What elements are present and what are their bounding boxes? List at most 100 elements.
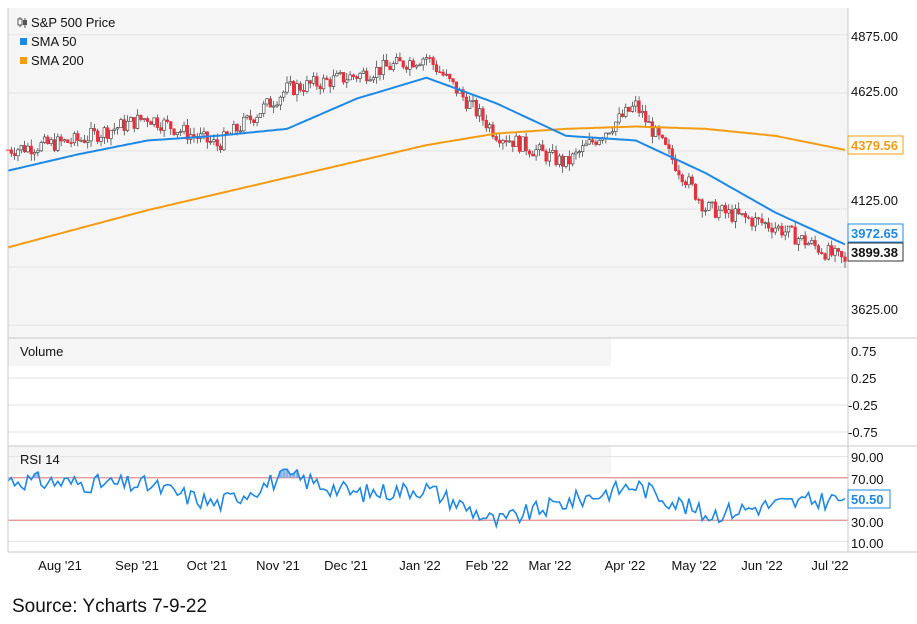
candle-body: [19, 145, 23, 151]
candle-body: [683, 181, 688, 186]
candle-body: [747, 216, 751, 219]
candlestick-series: [6, 52, 847, 268]
month-label: Jun '22: [741, 558, 783, 573]
candle-body: [507, 140, 512, 143]
candle-body: [135, 114, 140, 129]
candle-body: [89, 128, 93, 142]
rsi-panel-title: RSI 14: [20, 452, 60, 467]
rsi-axis-ticks: 90.00 70.00 30.00 10.00: [851, 450, 884, 551]
sma200-line: [7, 125, 846, 249]
candle-body: [840, 251, 844, 258]
rsi-band-lines: [8, 477, 848, 521]
candle-body: [571, 153, 575, 165]
sma200-line-group: [7, 125, 846, 249]
candle-body: [172, 128, 176, 135]
candle-body: [733, 208, 737, 222]
candle-body: [345, 79, 349, 83]
candle-body: [740, 213, 744, 215]
candle-body: [378, 67, 382, 75]
candle-body: [464, 96, 468, 109]
candle-body: [581, 145, 585, 152]
candle-body: [577, 151, 581, 153]
candle-body: [29, 145, 33, 155]
volume-tick: -0.75: [848, 425, 878, 440]
candle-body: [49, 139, 53, 144]
candle-body: [843, 256, 847, 262]
candle-body: [292, 81, 296, 96]
candle-body: [302, 90, 306, 92]
candle-body: [152, 117, 156, 125]
candle-body: [122, 119, 126, 131]
price-axis-ticks: 4875.00 4625.00 4125.00 3625.00: [851, 29, 898, 317]
candle-body: [209, 141, 213, 143]
candle-body: [750, 217, 754, 227]
month-label: Apr '22: [605, 558, 646, 573]
candle-body: [474, 100, 478, 117]
candle-body: [222, 131, 226, 151]
candle-body: [82, 139, 86, 143]
candle-body: [39, 142, 43, 152]
legend-price-label: S&P 500 Price: [31, 15, 115, 30]
candle-body: [308, 80, 312, 84]
volume-axis-ticks: 0.75 0.25 -0.25 -0.75: [848, 344, 878, 440]
candle-body: [235, 124, 239, 132]
candle-body: [428, 57, 432, 59]
candle-body: [99, 137, 103, 142]
candle-body: [544, 150, 548, 162]
legend-sma200-swatch: [20, 57, 27, 64]
candle-body: [680, 174, 684, 183]
sma50-line: [7, 76, 846, 246]
candle-body: [159, 127, 163, 131]
candle-body: [315, 76, 319, 87]
candle-body: [541, 144, 545, 152]
candle-body: [328, 79, 332, 87]
candle-body: [481, 108, 485, 121]
rsi-panel-bg: [8, 446, 611, 474]
candle-body: [713, 201, 718, 218]
candle-body: [368, 79, 372, 82]
candle-body: [773, 227, 777, 233]
candle-body: [511, 140, 515, 147]
candle-body: [644, 110, 648, 123]
candle-body: [32, 152, 37, 155]
candle-body: [497, 139, 502, 144]
candle-body: [484, 119, 488, 129]
candle-body: [468, 100, 472, 109]
price-tick: 4125.00: [851, 193, 898, 208]
candle-body: [385, 59, 389, 67]
candle-body: [265, 98, 269, 105]
candle-body: [109, 130, 113, 139]
volume-panel-bg: [8, 338, 611, 366]
candle-body: [361, 70, 365, 74]
candle-body: [687, 176, 691, 186]
candle-body: [501, 140, 505, 144]
candle-body: [398, 57, 402, 62]
candle-body: [391, 63, 395, 70]
candle-body: [142, 118, 146, 120]
month-label: Sep '21: [115, 558, 159, 573]
month-label: Nov '21: [256, 558, 300, 573]
month-label: Aug '21: [38, 558, 82, 573]
candle-body: [557, 155, 561, 165]
month-label: May '22: [671, 558, 716, 573]
legend-sma200-label: SMA 200: [31, 53, 84, 68]
candle-body: [590, 139, 595, 143]
candle-body: [375, 67, 379, 78]
rsi-badge-value: 50.50: [851, 492, 884, 507]
candle-body: [242, 116, 246, 132]
candle-body: [836, 248, 840, 252]
candle-body: [255, 116, 259, 123]
x-axis-labels: Aug '21 Sep '21 Oct '21 Nov '21 Dec '21 …: [38, 558, 848, 573]
candle-body: [185, 124, 189, 140]
candle-body: [278, 96, 282, 106]
candle-body: [162, 119, 166, 131]
rsi-line-group: [7, 468, 846, 530]
candle-body: [245, 115, 249, 118]
candle-body: [561, 155, 565, 167]
candle-body: [202, 131, 206, 135]
candle-body: [547, 152, 551, 162]
sma50-line-group: [7, 76, 846, 246]
candle-body: [587, 139, 591, 145]
month-label: Dec '21: [324, 558, 368, 573]
candle-body: [790, 225, 794, 228]
